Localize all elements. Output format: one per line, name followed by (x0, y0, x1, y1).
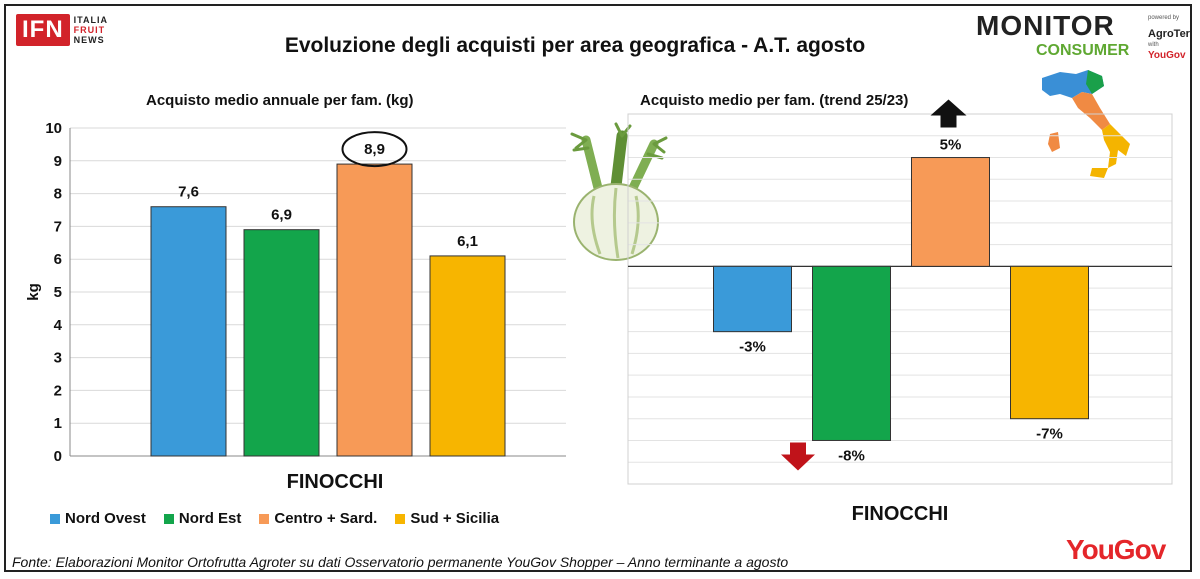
legend: Nord Ovest Nord Est Centro + Sard. Sud +… (50, 510, 499, 527)
data-label-nord-ovest: 7,6 (178, 184, 199, 201)
data-label-nord-est: 6,9 (271, 207, 292, 224)
y-tick-label: 9 (54, 153, 62, 170)
y-tick-label: 7 (54, 218, 62, 235)
plot-area (627, 113, 1173, 485)
legend-swatch (395, 513, 406, 524)
monitor-consumer-logo: MONITOR CONSUMER powered by AgroTer with… (976, 10, 1192, 61)
y-tick-label: 4 (54, 317, 63, 334)
arrow-down-icon (781, 442, 815, 471)
bar-nord-ovest (713, 265, 792, 333)
data-label-centro-sard: 8,9 (364, 141, 385, 158)
right-bar-chart: -3% -8% 5% -7% FINOCCHI (627, 99, 1173, 525)
yougov-logo: YouGov (1066, 534, 1166, 565)
left-chart-title: Acquisto medio annuale per fam. (kg) (146, 92, 414, 109)
page-title: Evoluzione degli acquisti per area geogr… (284, 34, 866, 57)
chart-frame (4, 4, 1192, 572)
monitor-logo-title: MONITOR (976, 10, 1115, 41)
monitor-logo-agroter: AgroTer (1148, 28, 1190, 40)
bar-sud-sicilia (429, 255, 506, 457)
legend-item-sud-sicilia: Sud + Sicilia (395, 510, 499, 527)
data-label-centro-sard: 5% (940, 137, 962, 154)
monitor-logo-with: with (1148, 42, 1159, 48)
legend-swatch (259, 513, 270, 524)
arrow-up-icon (930, 99, 967, 128)
left-x-axis-label: FINOCCHI (287, 471, 384, 493)
y-tick-label: 3 (54, 350, 62, 367)
legend-item-nord-est: Nord Est (163, 510, 241, 527)
source-note: Fonte: Elaborazioni Monitor Ortofrutta A… (12, 554, 789, 570)
bar-centro-sard (911, 157, 990, 267)
legend-swatch (163, 513, 174, 524)
monitor-logo-consumer: CONSUMER (1036, 42, 1130, 59)
y-tick-label: 8 (54, 186, 62, 203)
bar-nord-est (812, 265, 891, 441)
bar-nord-ovest (150, 206, 227, 457)
ifn-logo-mark: IFN (16, 14, 70, 46)
monitor-logo-powered: powered by (1148, 15, 1180, 21)
bar-centro-sard (336, 163, 413, 457)
y-tick-label: 1 (54, 415, 62, 432)
right-chart-title: Acquisto medio per fam. (trend 25/23) (640, 92, 909, 109)
ifn-logo: IFN ITALIA FRUIT NEWS (16, 14, 108, 46)
data-label-nord-est: -8% (838, 447, 865, 464)
left-bar-chart: 0 1 2 3 4 5 6 7 8 9 10 kg 7,6 6,9 8,9 6,1 FINOCCHI (25, 120, 566, 493)
legend-item-nord-ovest: Nord Ovest (50, 510, 146, 527)
y-axis-label: kg (25, 283, 42, 301)
data-label-sud-sicilia: 6,1 (457, 233, 478, 250)
bar-nord-est (243, 229, 320, 457)
ifn-logo-text: ITALIA FRUIT NEWS (73, 15, 108, 45)
bar-sud-sicilia (1010, 265, 1089, 420)
legend-item-centro-sard: Centro + Sard. (259, 510, 377, 527)
data-label-sud-sicilia: -7% (1036, 426, 1063, 443)
legend-swatch (50, 513, 60, 524)
right-x-axis-label: FINOCCHI (852, 503, 949, 525)
y-tick-label: 2 (54, 382, 62, 399)
data-label-nord-ovest: -3% (739, 339, 766, 356)
italy-map-icon (1042, 70, 1130, 178)
y-tick-label: 0 (54, 448, 62, 465)
highlight-ring (341, 131, 408, 168)
fennel-icon (570, 122, 668, 261)
y-tick-label: 6 (54, 251, 62, 268)
y-tick-label: 10 (45, 120, 62, 137)
y-tick-label: 5 (54, 284, 62, 301)
monitor-logo-yougov: YouGov (1148, 50, 1186, 61)
